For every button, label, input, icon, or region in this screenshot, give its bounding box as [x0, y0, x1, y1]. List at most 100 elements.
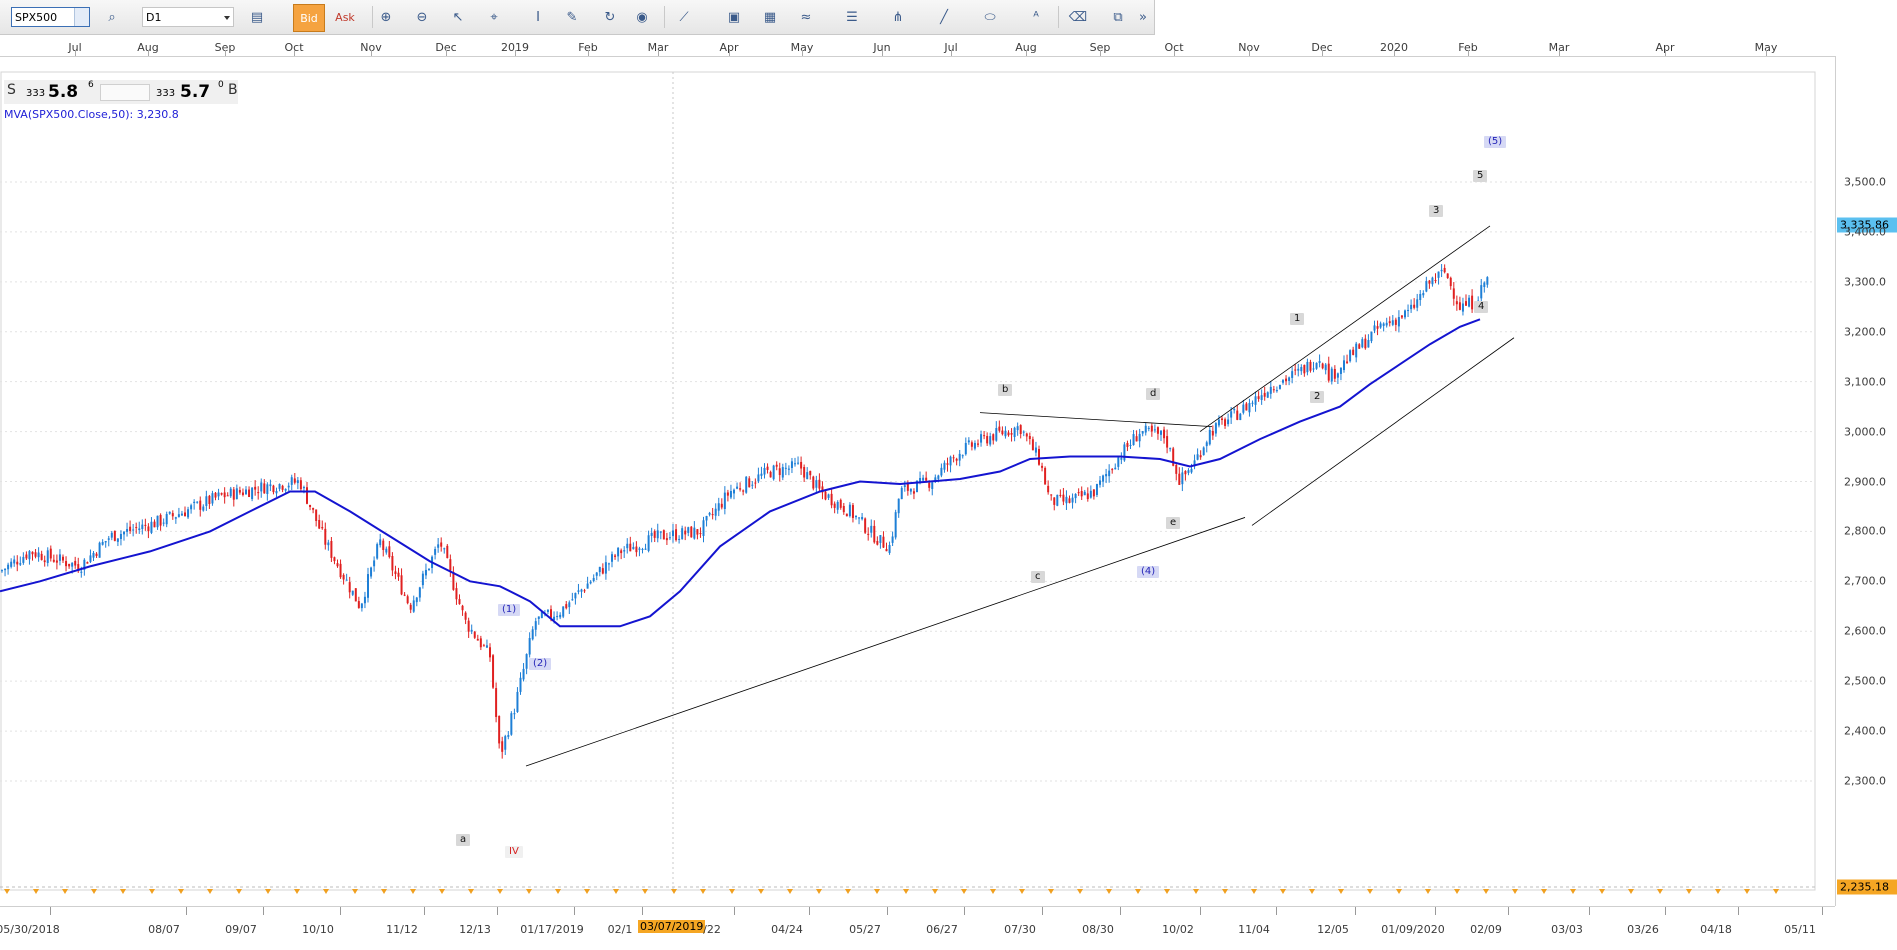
price-chart[interactable] — [0, 56, 1835, 906]
candle-body — [452, 571, 455, 590]
candle-body — [1428, 280, 1431, 284]
candle-body — [1217, 419, 1220, 426]
candle-body — [205, 496, 208, 506]
candle-body — [150, 521, 153, 533]
marker-triangle — [91, 889, 97, 894]
amount-input[interactable] — [100, 84, 150, 101]
candle-body — [1004, 430, 1007, 437]
candle-body — [961, 455, 964, 457]
timeframe-dropdown-arrow[interactable] — [224, 16, 230, 20]
top-axis-label: May — [790, 41, 814, 54]
candle-body — [43, 560, 46, 563]
candle-body — [1038, 448, 1040, 465]
ask-button[interactable]: Ask — [335, 10, 355, 24]
sell-label[interactable]: S — [7, 82, 16, 98]
cursor-icon[interactable]: ↖ — [452, 9, 464, 25]
marker-triangle — [816, 889, 822, 894]
hierarchy-icon[interactable]: ⧉ — [1113, 9, 1123, 25]
lines-icon[interactable]: ☰ — [846, 9, 858, 25]
pitchfork-icon[interactable]: ⋔ — [892, 9, 904, 25]
binoculars-icon[interactable]: ⌕ — [108, 9, 116, 25]
candle-body — [1315, 362, 1318, 369]
zoom-out-icon[interactable]: ⊖ — [416, 9, 428, 25]
marker-triangle — [758, 889, 764, 894]
text-label-icon[interactable]: ᴬ — [1033, 9, 1039, 25]
text-cursor-icon[interactable]: Ⅰ — [536, 9, 540, 25]
ruler-icon[interactable]: ⟋ — [679, 9, 689, 25]
candle-body — [900, 487, 903, 500]
candle-body — [504, 736, 507, 750]
quote-panel[interactable]: S 333 5.8 6 333 5.7 0 B — [4, 80, 238, 104]
bottom-axis-tick — [734, 907, 735, 915]
candle-body — [1330, 368, 1333, 382]
candle-body — [360, 603, 363, 609]
candle-body — [1352, 349, 1355, 355]
marker-triangle — [642, 889, 648, 894]
marker-triangle — [526, 889, 532, 894]
ellipse-icon[interactable]: ⬭ — [984, 9, 996, 25]
candle-body — [485, 645, 488, 648]
chart-type-icon[interactable]: ▤ — [250, 9, 264, 25]
candle-body — [367, 574, 369, 598]
price-axis[interactable]: 3,335.86 2,235.18 3,500.0 3,400.0 3,300.0 3… — [1835, 56, 1897, 906]
candle-body — [763, 467, 766, 475]
candle-body — [604, 562, 607, 574]
candle-body — [574, 592, 577, 599]
candle-body — [388, 546, 391, 558]
candle-body — [1452, 288, 1455, 299]
marker-triangle — [1309, 889, 1315, 894]
fibonacci-icon[interactable]: ≈ — [800, 9, 812, 25]
eraser-icon[interactable]: ⌫ — [1068, 9, 1088, 25]
candle-body — [598, 566, 601, 573]
candle-body — [180, 513, 183, 516]
layout-icon[interactable]: ▦ — [763, 9, 777, 25]
buy-label[interactable]: B — [228, 82, 238, 98]
candle-body — [126, 529, 129, 532]
globe-icon[interactable]: ◉ — [636, 9, 648, 25]
symbol-select[interactable]: SPX500 — [11, 7, 90, 27]
timeframe-select[interactable]: D1 — [142, 7, 234, 27]
image-icon[interactable]: ▣ — [727, 9, 741, 25]
price-axis-label: 2,300.0 — [1844, 774, 1886, 788]
candle-body — [177, 514, 180, 517]
candle-body — [385, 548, 388, 553]
zoom-area-icon[interactable]: ⌖ — [490, 9, 498, 25]
candle-body — [858, 517, 861, 519]
bid-prefix: 333 — [26, 88, 46, 99]
candle-body — [1397, 317, 1400, 327]
candle-body — [1367, 340, 1370, 348]
marker-triangle — [1570, 889, 1576, 894]
candle-body — [257, 492, 260, 494]
bottom-axis-tick — [424, 907, 425, 915]
symbol-value: SPX500 — [15, 11, 58, 24]
candle-body — [946, 463, 949, 465]
marker-triangle — [1599, 889, 1605, 894]
candle-body — [1074, 493, 1077, 499]
candle-body — [312, 507, 315, 510]
candle-body — [876, 540, 879, 545]
candle-body — [278, 484, 281, 489]
properties-icon[interactable]: ✎ — [566, 9, 578, 25]
candle-body — [1465, 301, 1467, 306]
candle-body — [132, 529, 135, 531]
candle-body — [995, 428, 998, 441]
trendline-icon[interactable]: ╱ — [940, 9, 948, 25]
candle-body — [973, 442, 976, 449]
refresh-icon[interactable]: ↻ — [604, 9, 616, 25]
candle-body — [65, 561, 68, 567]
candle-body — [1376, 326, 1379, 329]
toolbar-overflow-icon[interactable]: » — [1139, 9, 1147, 25]
candle-body — [1339, 367, 1342, 374]
marker-triangle — [1686, 889, 1692, 894]
top-axis-label: Dec — [1311, 41, 1333, 54]
indicator-legend[interactable]: MVA(SPX500.Close,50): 3,230.8 — [4, 108, 179, 121]
zoom-in-icon[interactable]: ⊕ — [380, 9, 392, 25]
candle-body — [482, 645, 485, 647]
candle-body — [306, 487, 308, 504]
candle-body — [1333, 368, 1336, 379]
bottom-date-axis[interactable]: 03/07/2019 05/30/2018 08/07 09/07 10/10 11/1… — [0, 906, 1835, 950]
symbol-dropdown-arrow[interactable] — [74, 8, 89, 26]
price-axis-label: 3,500.0 — [1844, 175, 1886, 189]
bid-button[interactable]: Bid — [293, 4, 325, 32]
candle-body — [421, 573, 424, 586]
